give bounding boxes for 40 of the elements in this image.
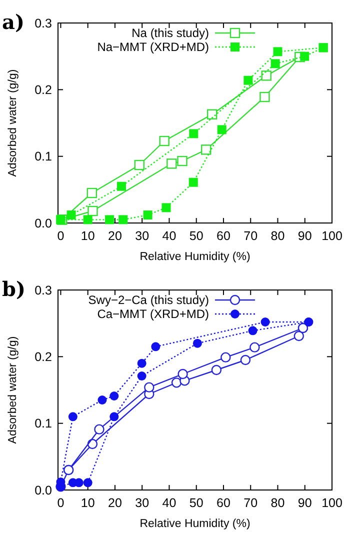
chart-title: b) — [2, 277, 26, 301]
legend-label: Na−MMT (XRD+MD) — [97, 40, 209, 54]
y-tick-label: 0.3 — [34, 16, 52, 30]
x-tick-label: 100 — [322, 496, 342, 510]
y-tick-label: 0.0 — [34, 216, 52, 230]
y-tick-label: 0.0 — [34, 483, 52, 498]
legend-label: Swy−2−Ca (this study) — [88, 293, 209, 308]
y-axis-title: Adsorbed water (g/g) — [7, 336, 19, 444]
x-tick-label: 90 — [298, 496, 312, 510]
x-tick-label: 100 — [322, 229, 342, 243]
x-tick-label: 0 — [57, 496, 64, 510]
x-tick-label: 20 — [108, 496, 122, 510]
x-tick-label: 70 — [244, 496, 258, 510]
chart-title: a) — [2, 10, 24, 34]
legend-label: Ca−MMT (XRD+MD) — [97, 307, 209, 322]
x-axis-title: Relative Humidity (%) — [140, 518, 250, 530]
x-tick-label: 0 — [57, 229, 64, 243]
x-tick-label: 60 — [216, 229, 230, 243]
x-tick-label: 70 — [244, 229, 258, 243]
x-tick-label: 20 — [108, 229, 122, 243]
y-tick-label: 0.2 — [34, 350, 52, 364]
x-tick-label: 30 — [135, 496, 150, 510]
x-tick-label: 30 — [135, 229, 150, 243]
y-tick-label: 0.1 — [34, 416, 52, 431]
x-tick-label: 80 — [270, 229, 285, 243]
y-axis-title: Adsorbed water (g/g) — [7, 69, 19, 177]
x-axis-title: Relative Humidity (%) — [140, 251, 250, 263]
x-tick-label: 10 — [80, 496, 95, 510]
y-tick-label: 0.1 — [34, 150, 52, 164]
x-tick-label: 90 — [298, 229, 312, 243]
y-tick-label: 0.2 — [34, 83, 52, 98]
x-tick-label: 50 — [189, 496, 204, 510]
x-tick-label: 60 — [216, 496, 230, 510]
legend-label: Na (this study) — [132, 26, 209, 40]
x-tick-label: 40 — [162, 496, 176, 510]
y-tick-label: 0.3 — [34, 283, 52, 298]
x-tick-label: 50 — [189, 229, 204, 243]
x-tick-label: 40 — [162, 229, 176, 243]
x-tick-label: 10 — [80, 229, 95, 243]
x-tick-label: 80 — [270, 496, 285, 510]
